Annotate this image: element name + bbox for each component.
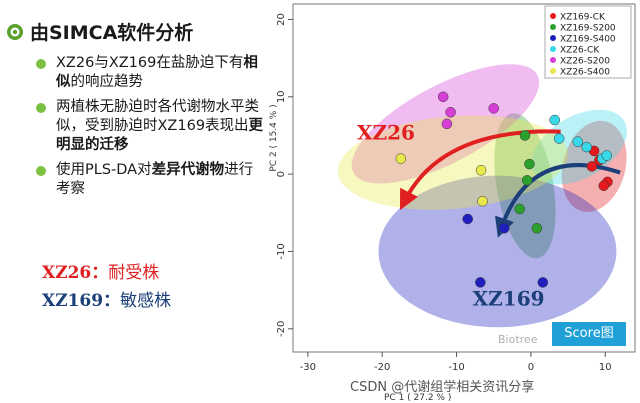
legend-xz26-code: XZ26： xyxy=(42,263,109,283)
x-tick-label: 0 xyxy=(528,362,534,373)
y-tick-label: 10 xyxy=(276,90,287,103)
legend-marker-xz26-s400 xyxy=(550,68,556,74)
point-xz169-ck xyxy=(598,180,610,191)
bullet-item: 两植株无胁迫时各代谢物水平类似，受到胁迫时XZ169表现出更明显的迁移 xyxy=(36,98,266,155)
bullet-emphasis: 更明显的迁移 xyxy=(56,118,264,153)
y-axis-label: PC 2 ( 15.4 % ) xyxy=(269,104,279,171)
bullet-emphasis: 相似 xyxy=(56,55,258,90)
legend-entry-xz169-s400: XZ169-S400 xyxy=(560,35,616,45)
watermark-biotree: Biotree xyxy=(498,333,538,346)
bullet-list: XZ26与XZ169在盐胁迫下有相似的响应趋势两植株无胁迫时各代谢物水平类似，受… xyxy=(36,54,266,205)
point-xz169-s400 xyxy=(475,277,486,288)
target-bullet-icon xyxy=(7,23,23,40)
legend-marker-xz26-ck xyxy=(550,46,556,52)
bullet-text: 的响应趋势 xyxy=(70,74,144,90)
watermark-footer: CSDN @代谢组学相关资讯分享 xyxy=(350,380,535,395)
point-xz169-ck xyxy=(586,161,598,172)
legend-xz169: XZ169：敏感株 xyxy=(42,286,171,311)
legend-marker-xz169-s400 xyxy=(550,35,556,41)
legend-entry-xz26-s200: XZ26-S200 xyxy=(560,57,610,67)
legend-entry-xz169-ck: XZ169-CK xyxy=(560,13,606,23)
legend-marker-xz26-s200 xyxy=(550,57,556,63)
point-xz169-s400 xyxy=(537,277,549,288)
legend-xz169-desc: 敏感株 xyxy=(120,291,172,311)
point-xz26-ck xyxy=(581,141,592,153)
point-xz26-s400 xyxy=(477,195,488,207)
legend-xz169-code: XZ169： xyxy=(42,291,121,311)
legend-marker-xz169-ck xyxy=(550,13,556,19)
point-xz26-ck xyxy=(601,150,612,161)
point-xz169-s200 xyxy=(514,203,526,215)
confidence-ellipse-xz169-s400 xyxy=(378,175,617,328)
score-plot: -30 -20 -10 0 10 -20 -10 0 10 20 PC 1 ( 27.2 % ) PC… xyxy=(269,3,636,403)
legend-box xyxy=(544,5,632,79)
point-xz169-s200 xyxy=(524,158,535,170)
point-xz26-s200 xyxy=(445,107,456,118)
legend-entry-xz26-ck: XZ26-CK xyxy=(560,46,600,56)
bullet-text: 两植株无胁迫时各代谢物水平类似，受到胁迫时XZ169表现出 xyxy=(56,99,259,134)
legend-xz26: XZ26：耐受株 xyxy=(42,258,159,283)
point-xz169-s200 xyxy=(521,175,533,186)
point-xz26-s400 xyxy=(475,165,487,176)
legend-entry-xz26-s400: XZ26-S400 xyxy=(560,68,610,78)
x-tick-label: -20 xyxy=(374,362,390,373)
bullet-dot-icon xyxy=(36,59,46,69)
point-xz26-s400 xyxy=(395,153,407,164)
point-xz26-s200 xyxy=(437,91,449,103)
annotation-xz26: XZ26 xyxy=(357,120,415,144)
x-tick-label: 10 xyxy=(599,362,612,373)
point-xz169-s400 xyxy=(462,213,473,225)
x-tick-label: -30 xyxy=(300,362,316,373)
score-badge: Score图 xyxy=(552,322,626,346)
confidence-ellipse-xz26-ck xyxy=(531,109,627,185)
arrow-xz169 xyxy=(495,163,621,238)
point-xz169-s400 xyxy=(498,223,510,234)
arrow-xz26 xyxy=(400,129,561,211)
y-tick-label: -20 xyxy=(276,321,287,337)
point-xz169-s200 xyxy=(531,223,543,234)
x-axis-label: PC 1 ( 27.2 % ) xyxy=(384,393,451,403)
bullet-dot-icon xyxy=(36,166,46,176)
annotation-xz169: XZ169 xyxy=(473,287,545,311)
bullet-text: 使用PLS-DA对 xyxy=(56,162,152,178)
left-panel: 由SIMCA软件分析 XZ26与XZ169在盐胁迫下有相似的响应趋势两植株无胁迫… xyxy=(0,0,270,403)
bullet-text: 进行考察 xyxy=(56,162,254,197)
x-tick-label: -10 xyxy=(448,362,464,373)
slide-title: 由SIMCA软件分析 xyxy=(6,18,193,45)
y-tick-label: 20 xyxy=(276,13,287,26)
bullet-emphasis: 差异代谢物 xyxy=(151,162,225,178)
y-tick-label: 0 xyxy=(276,171,287,177)
legend-marker-xz169-s200 xyxy=(550,24,556,30)
bullet-dot-icon xyxy=(36,103,46,113)
point-xz26-s200 xyxy=(488,103,499,114)
legend-entry-xz169-s200: XZ169-S200 xyxy=(560,24,616,34)
point-xz26-s200 xyxy=(441,118,453,130)
point-xz26-ck xyxy=(572,136,584,147)
y-tick-label: -10 xyxy=(276,243,287,259)
bullet-item: 使用PLS-DA对差异代谢物进行考察 xyxy=(36,161,266,199)
legend-xz26-desc: 耐受株 xyxy=(108,263,160,283)
bullet-item: XZ26与XZ169在盐胁迫下有相似的响应趋势 xyxy=(36,54,266,92)
point-xz26-ck xyxy=(553,133,565,144)
point-xz26-ck xyxy=(549,114,560,126)
slide-title-text: 由SIMCA软件分析 xyxy=(30,22,194,44)
bullet-text: XZ26与XZ169在盐胁迫下有 xyxy=(56,55,244,71)
confidence-ellipse-xz26-s400 xyxy=(337,115,568,210)
point-xz169-s200 xyxy=(519,130,531,141)
